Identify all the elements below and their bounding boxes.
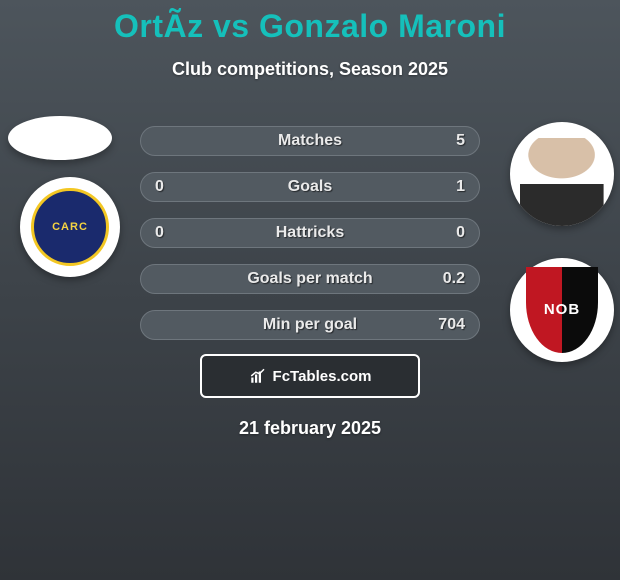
stat-row-gpm: Goals per match 0.2: [140, 264, 480, 294]
shield-icon: NOB: [526, 267, 599, 352]
attribution-text: FcTables.com: [273, 368, 372, 385]
avatar-circle: [510, 122, 614, 226]
stat-label: Goals: [203, 178, 417, 196]
stat-label: Hattricks: [203, 224, 417, 242]
stat-right-value: 704: [417, 316, 465, 334]
footer-date: 21 february 2025: [0, 418, 620, 439]
stat-row-hattricks: 0 Hattricks 0: [140, 218, 480, 248]
chart-icon: [249, 367, 267, 385]
club-left-crest: CARC: [20, 177, 120, 277]
face-silhouette-icon: [520, 132, 603, 226]
crest-circle: CARC: [20, 177, 120, 277]
stat-label: Min per goal: [203, 316, 417, 334]
attribution-badge: FcTables.com: [200, 354, 420, 398]
page-title: OrtÃ­z vs Gonzalo Maroni: [0, 0, 620, 45]
avatar-placeholder-icon: [8, 116, 112, 160]
stat-row-matches: Matches 5: [140, 126, 480, 156]
stat-left-value: 0: [155, 178, 203, 196]
crest-inner: CARC: [31, 188, 109, 266]
stats-table: Matches 5 0 Goals 1 0 Hattricks 0 Goals …: [140, 126, 480, 340]
player-left-avatar: [8, 116, 112, 160]
subtitle: Club competitions, Season 2025: [0, 59, 620, 80]
stat-row-goals: 0 Goals 1: [140, 172, 480, 202]
crest-circle: NOB: [510, 258, 614, 362]
stat-right-value: 0.2: [417, 270, 465, 288]
stat-label: Matches: [203, 132, 417, 150]
stat-right-value: 0: [417, 224, 465, 242]
stat-left-value: 0: [155, 224, 203, 242]
stat-right-value: 5: [417, 132, 465, 150]
crest-text: CARC: [52, 221, 88, 233]
club-right-crest: NOB: [510, 258, 614, 362]
player-right-avatar: [510, 122, 614, 226]
stat-right-value: 1: [417, 178, 465, 196]
stat-label: Goals per match: [203, 270, 417, 288]
stat-row-mpg: Min per goal 704: [140, 310, 480, 340]
shield-text: NOB: [544, 301, 580, 318]
